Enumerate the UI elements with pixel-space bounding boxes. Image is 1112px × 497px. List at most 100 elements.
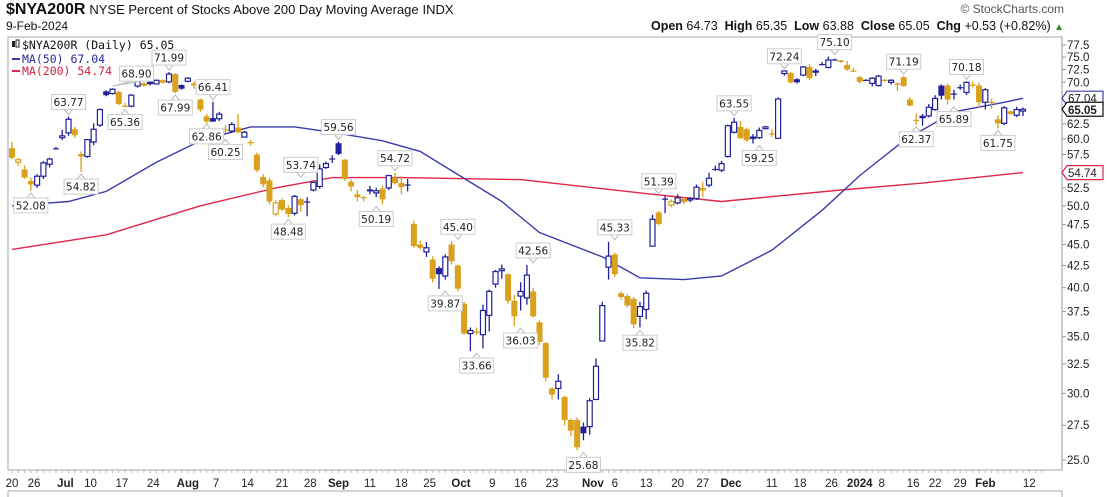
- close-label: Close: [860, 19, 895, 33]
- annotation-pointer: [76, 173, 86, 180]
- candle: [241, 131, 248, 138]
- annotation-box: [597, 219, 633, 236]
- price-annotation: 62.37: [898, 125, 934, 148]
- candle-body-hollow: [46, 158, 53, 165]
- annotation-box: [936, 111, 972, 128]
- candle-body-filled: [266, 180, 273, 202]
- candle-body-filled: [398, 183, 405, 188]
- candle-body-filled: [329, 158, 336, 160]
- candle: [222, 125, 229, 133]
- annotation-pointer: [283, 218, 293, 225]
- candle-body-hollow: [762, 126, 769, 130]
- price-annotation: 71.19: [886, 53, 922, 75]
- candle-body-hollow: [731, 121, 738, 133]
- y-tick-label: 25.0: [1067, 455, 1089, 467]
- candle-body-hollow: [498, 268, 505, 272]
- annotation-label: 48.48: [273, 227, 303, 239]
- candle-body-hollow: [140, 83, 147, 86]
- annotation-label: 59.56: [324, 122, 354, 134]
- candle-body-filled: [103, 91, 110, 96]
- annotation-pointer: [779, 63, 789, 70]
- annotation-label: 61.75: [983, 138, 1013, 150]
- candle: [774, 97, 782, 139]
- candle-body-filled: [436, 268, 443, 275]
- candle: [944, 83, 951, 105]
- candle: [253, 152, 260, 173]
- annotation-label: 70.18: [951, 62, 981, 74]
- annotation-box: [51, 94, 87, 111]
- annotation-label: 62.37: [901, 134, 931, 146]
- candle-body-filled: [505, 274, 512, 301]
- candle: [454, 264, 461, 292]
- candle: [850, 67, 857, 73]
- candle: [680, 197, 687, 205]
- candle-body-filled: [938, 85, 945, 96]
- candle-body-hollow: [517, 290, 524, 297]
- price-annotation: 36.03: [503, 327, 539, 349]
- candle-body-filled: [209, 118, 216, 122]
- x-tick-label: 13: [640, 478, 653, 490]
- y-tick-label: 57.5: [1067, 150, 1089, 162]
- y-tick-label: 30.0: [1067, 388, 1089, 400]
- candle-body-hollow: [153, 79, 160, 85]
- candle: [574, 417, 581, 451]
- candle-body-hollow: [693, 186, 700, 200]
- annotation-pointer: [164, 64, 174, 71]
- ma50-line: [11, 97, 1024, 281]
- candle-body-filled: [78, 153, 85, 157]
- high-label: High: [724, 19, 753, 33]
- annotation-label: 33.66: [462, 361, 492, 373]
- candle-body-filled: [988, 101, 995, 103]
- candle-body-hollow: [241, 131, 248, 138]
- candle: [492, 269, 499, 288]
- candle: [756, 127, 763, 139]
- annotation-label: 72.24: [769, 51, 799, 63]
- y-tick-label: 62.5: [1067, 119, 1089, 131]
- y-tick-label: 40.0: [1067, 283, 1089, 295]
- candle: [662, 195, 669, 214]
- candle: [988, 98, 995, 109]
- candle: [863, 79, 870, 81]
- candle-icon: [12, 39, 20, 48]
- candle-body-hollow: [749, 136, 757, 139]
- annotation-label: 39.87: [430, 298, 460, 310]
- candle: [819, 61, 826, 66]
- x-tick-label: 27: [696, 478, 709, 490]
- annotation-pointer: [899, 68, 909, 75]
- annotation-box: [741, 150, 777, 167]
- candle: [140, 82, 147, 87]
- candle: [737, 121, 744, 139]
- candle-body-filled: [297, 199, 304, 206]
- candle-body-filled: [191, 83, 198, 86]
- annotation-pointer: [962, 74, 971, 81]
- price-annotation: 35.82: [622, 329, 658, 351]
- annotation-box: [503, 332, 539, 349]
- candle-body-filled: [567, 419, 574, 431]
- candle-body-hollow: [184, 77, 191, 82]
- candle-body-filled: [618, 293, 625, 298]
- candle-body-hollow: [467, 329, 474, 335]
- price-annotation: 63.77: [51, 94, 87, 116]
- annotation-box: [358, 210, 394, 227]
- candle: [147, 81, 154, 86]
- candle: [172, 73, 179, 94]
- y-tick-label: 45.0: [1067, 240, 1089, 252]
- x-tick-label: Aug: [177, 478, 199, 490]
- candle: [549, 387, 556, 400]
- candle: [994, 115, 1001, 129]
- candle: [787, 72, 794, 84]
- annotation-pointer: [440, 290, 450, 297]
- candle-body-filled: [448, 244, 455, 262]
- annotation-label: 71.99: [154, 53, 184, 65]
- candle-body-filled: [969, 84, 976, 86]
- ma200-path: [11, 171, 1024, 251]
- annotation-box: [151, 49, 187, 66]
- candle-body-hollow: [423, 247, 430, 253]
- y-tick-label: 72.5: [1067, 64, 1089, 76]
- candle: [15, 157, 22, 166]
- candle-body-hollow: [65, 118, 72, 134]
- symbol: $NYA200R: [6, 1, 86, 18]
- annotation-box: [766, 48, 802, 65]
- candle-body-filled: [203, 116, 210, 122]
